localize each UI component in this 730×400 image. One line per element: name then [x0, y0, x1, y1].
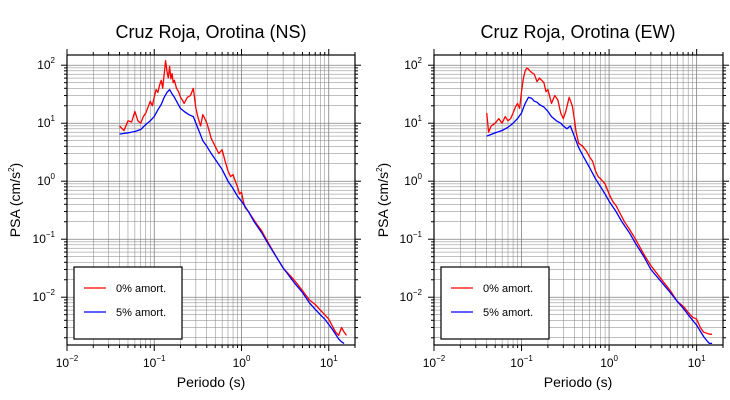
legend-box [440, 266, 550, 340]
x-tick-label: 100 [600, 354, 618, 370]
tick-labels: 10−2 10−1 100 101 10−2 10−1 100 101 102 [400, 56, 707, 370]
x-axis-label: Periodo (s) [544, 374, 612, 390]
legend: 0% amort. 5% amort. [73, 266, 183, 340]
y-tick-label: 10−2 [33, 288, 56, 304]
legend-label-0: 0% amort. [483, 283, 533, 295]
x-tick-label: 101 [320, 354, 338, 370]
legend-box [73, 266, 183, 340]
x-tick-label: 10−1 [143, 354, 166, 370]
tick-labels: 10−2 10−1 100 101 10−2 10−1 100 101 102 [33, 56, 339, 370]
x-tick-label: 10−2 [56, 354, 79, 370]
y-tick-label: 10−1 [33, 230, 56, 246]
chart-title: Cruz Roja, Orotina (NS) [115, 22, 306, 42]
y-axis-label: PSA (cm/s2) [7, 163, 23, 237]
legend: 0% amort. 5% amort. [440, 266, 550, 340]
plot-frame [433, 54, 724, 346]
y-tick-label: 100 [37, 172, 55, 188]
y-tick-label: 10−1 [400, 230, 423, 246]
chart-panel-ns: Cruz Roja, Orotina (NS) 10−2 10−1 100 10110… [7, 22, 361, 390]
series-line-0 [486, 67, 713, 335]
tick-marks [61, 49, 361, 351]
series-line-1 [119, 88, 345, 344]
series-line-0 [119, 59, 348, 337]
plot-frame [66, 54, 356, 346]
y-tick-label: 101 [37, 114, 55, 130]
x-tick-label: 10−1 [510, 354, 533, 370]
chart-title: Cruz Roja, Orotina (EW) [480, 22, 675, 42]
legend-label-1: 5% amort. [483, 307, 533, 319]
x-tick-label: 10−2 [423, 354, 446, 370]
x-tick-label: 101 [688, 354, 706, 370]
y-tick-label: 100 [404, 172, 422, 188]
y-tick-label: 102 [404, 56, 422, 72]
series-line-1 [486, 96, 713, 345]
chart-panel-ew: Cruz Roja, Orotina (EW) 10−2 10−1 100 10110… [375, 22, 729, 390]
y-tick-label: 10−2 [400, 288, 423, 304]
y-tick-label: 102 [37, 56, 55, 72]
y-tick-label: 101 [404, 114, 422, 130]
legend-label-0: 0% amort. [116, 283, 166, 295]
legend-label-1: 5% amort. [116, 307, 166, 319]
series-layer [119, 59, 348, 344]
y-axis-label: PSA (cm/s2) [375, 163, 391, 237]
series-layer [486, 67, 713, 345]
tick-marks [428, 49, 729, 351]
x-tick-label: 100 [233, 354, 251, 370]
x-axis-label: Periodo (s) [177, 374, 245, 390]
